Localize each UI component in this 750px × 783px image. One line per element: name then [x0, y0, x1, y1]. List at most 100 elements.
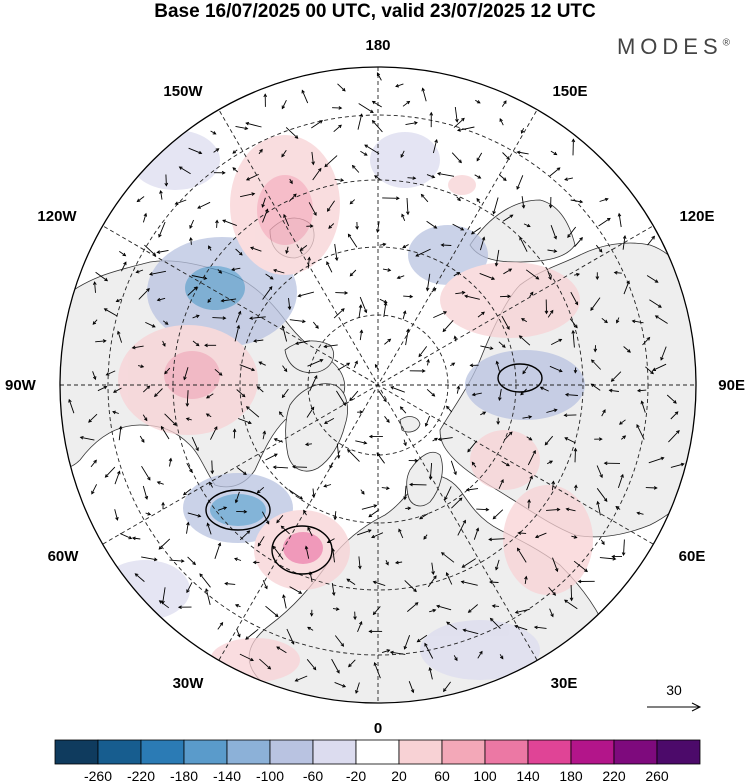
wind-vector: [406, 197, 409, 215]
wind-vector-head: [416, 638, 421, 643]
wind-vector-head: [115, 516, 119, 521]
wind-vector-head: [442, 328, 447, 333]
wind-vector: [324, 418, 335, 424]
wind-vector: [259, 361, 266, 366]
wind-vector-head: [526, 223, 531, 228]
wind-vector-head: [359, 410, 364, 414]
wind-vector-head: [258, 361, 263, 365]
wind-vector: [327, 538, 335, 543]
wind-vector: [549, 167, 561, 177]
wind-vector-head: [610, 378, 615, 382]
wind-vector: [289, 319, 306, 323]
colorbar-tick-label: 180: [559, 768, 583, 783]
wind-vector-head: [406, 328, 410, 333]
wind-vector: [312, 321, 319, 329]
wind-vector: [467, 440, 478, 453]
wind-vector: [601, 409, 606, 417]
wind-vector: [598, 218, 611, 227]
wind-vector-head: [574, 301, 579, 306]
wind-vector-head: [579, 199, 584, 204]
wind-vector: [214, 368, 223, 376]
wind-vector-head: [654, 279, 659, 283]
wind-vector: [249, 316, 266, 319]
wind-vector: [390, 651, 406, 655]
wind-vector-head: [245, 636, 249, 640]
wind-vector: [157, 297, 166, 301]
wind-vector-head: [590, 383, 595, 387]
wind-vector: [231, 267, 241, 271]
wind-vector: [375, 364, 379, 371]
wind-vector: [523, 223, 531, 227]
wind-vector-head: [250, 246, 254, 251]
wind-vector: [527, 450, 536, 466]
wind-vector-head: [615, 319, 620, 324]
wind-vector-head: [367, 529, 372, 533]
wind-vector: [490, 618, 501, 629]
wind-vector: [660, 346, 667, 361]
wind-vector-head: [151, 324, 156, 328]
wind-vector: [232, 167, 239, 173]
wind-vector-head: [210, 470, 215, 475]
wind-vector: [187, 556, 196, 565]
wind-vector-head: [112, 389, 117, 393]
reference-vector: 30: [647, 682, 702, 712]
wind-vector: [473, 528, 479, 540]
wind-vector-head: [93, 459, 97, 464]
wind-vector-head: [419, 515, 423, 520]
wind-vector-head: [91, 490, 95, 495]
wind-vector: [187, 512, 201, 517]
wind-vector: [192, 315, 200, 319]
wind-vector: [307, 257, 310, 269]
wind-vector: [403, 439, 407, 446]
wind-vector: [502, 214, 513, 222]
brand-text: MODES: [616, 34, 723, 59]
wind-vector-head: [205, 413, 210, 417]
wind-vector-head: [593, 348, 598, 353]
wind-vector-head: [469, 363, 474, 368]
wind-vector: [614, 272, 622, 274]
wind-vector-head: [461, 290, 466, 295]
wind-vector: [404, 485, 407, 500]
wind-vector: [433, 311, 447, 319]
wind-vector-head: [189, 225, 193, 229]
wind-vector: [457, 126, 475, 131]
wind-vector-head: [301, 89, 305, 94]
wind-vector-head: [159, 189, 163, 194]
wind-vector-head: [453, 471, 457, 476]
wind-vector: [250, 247, 262, 252]
wind-vector: [376, 453, 385, 464]
wind-vector-head: [195, 342, 200, 347]
wind-vector-head: [528, 437, 533, 441]
anomaly-negative-mediterranean: [420, 620, 540, 680]
wind-vector: [407, 602, 419, 612]
wind-vector-head: [117, 470, 121, 475]
wind-vector: [217, 506, 227, 511]
wind-vector-head: [156, 250, 161, 254]
wind-vector: [309, 375, 318, 392]
wind-vector-head: [218, 270, 223, 274]
colorbar-tick-label: 100: [473, 768, 497, 783]
wind-vector-head: [563, 413, 568, 418]
lon-label-150w: 150W: [163, 83, 203, 100]
wind-vector: [503, 268, 512, 275]
wind-vector: [238, 418, 252, 424]
wind-vector: [104, 308, 118, 317]
wind-vector-head: [257, 542, 262, 547]
wind-vector-head: [553, 151, 558, 156]
wind-vector-head: [268, 286, 273, 290]
wind-vector: [501, 461, 510, 467]
wind-vector: [637, 512, 644, 515]
wind-vector-head: [499, 118, 503, 122]
wind-vector-head: [481, 236, 486, 241]
wind-vector-head: [340, 308, 345, 312]
wind-vector: [352, 165, 360, 173]
wind-vector: [499, 118, 504, 126]
colorbar-swatch: [527, 739, 572, 765]
wind-vector: [534, 626, 547, 629]
wind-vector: [328, 223, 335, 229]
wind-vector-head: [164, 321, 169, 325]
wind-vector-head: [294, 341, 299, 346]
wind-vector-head: [421, 369, 426, 373]
wind-vector-head: [503, 100, 507, 105]
wind-vector: [495, 249, 500, 266]
